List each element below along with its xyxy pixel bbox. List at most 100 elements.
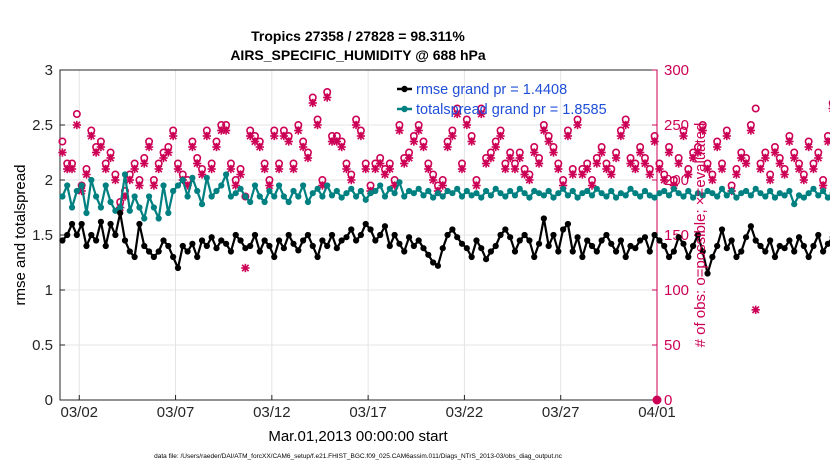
rmse-point [141,242,148,250]
possible-point [207,159,216,168]
possible-point [217,121,226,130]
possible-point [809,159,818,168]
totalspread-point [223,171,230,178]
totalspread-point [555,190,562,197]
rmse-point [656,237,663,244]
totalspread-point [742,187,750,195]
totalspread-point [290,187,297,195]
totalspread-point [449,190,456,197]
possible-point [198,165,207,174]
rmse-point [64,231,71,239]
totalspread-point [521,190,528,197]
possible-point [279,126,288,135]
rmse-point [742,234,750,241]
rmse-point [165,242,172,250]
totalspread-point [791,201,798,208]
totalspread-point [174,182,182,189]
rmse-point [131,253,138,261]
totalspread-point [593,185,600,192]
totalspread-point [646,192,653,199]
series-evaluated-obs [58,93,830,314]
y-left-tick-label: 1 [45,282,53,299]
possible-point [626,154,635,163]
rmse-point [752,237,759,244]
rmse-point [396,240,403,247]
rmse-point [815,231,822,239]
rmse-point [555,248,562,255]
possible-point [775,154,784,163]
rmse-point [646,248,653,255]
rmse-point [531,253,538,261]
chart-title: Tropics 27358 / 27828 = 98.311% [251,28,465,44]
rmse-point [242,245,249,252]
totalspread-point [526,194,533,201]
possible-point [477,104,486,113]
possible-point [140,154,149,163]
rmse-point [632,245,639,252]
rmse-point [333,245,340,252]
totalspread-point [492,185,499,192]
rmse-point [324,242,331,250]
possible-point [356,126,365,135]
totalspread-point [141,215,148,222]
possible-point [255,137,264,146]
possible-point [742,154,751,163]
legend-rmse-marker [401,85,408,93]
rmse-point [174,264,182,272]
rmse-point [651,231,658,239]
possible-point [395,121,404,130]
totalspread-point [612,194,620,201]
totalspread-point [150,204,157,211]
rmse-point [704,270,711,277]
rmse-point [463,245,470,252]
totalspread-point [102,182,109,189]
totalspread-point [333,187,340,195]
possible-point [260,159,269,168]
possible-point [347,170,356,179]
possible-point [491,137,500,146]
possible-point [496,126,505,135]
possible-point [405,148,414,157]
possible-point [72,110,81,119]
rmse-point [150,253,157,261]
totalspread-point [155,215,162,222]
totalspread-point [68,204,76,211]
totalspread-point [73,187,80,195]
possible-point [380,165,389,174]
totalspread-point [256,193,263,200]
possible-point [486,148,495,157]
possible-point [785,132,794,141]
possible-point [135,176,144,185]
rmse-point [540,215,547,222]
totalspread-point [121,171,129,178]
rmse-point [271,253,278,261]
rmse-point [718,226,726,233]
totalspread-point [304,198,312,206]
possible-point [352,115,361,124]
rmse-point [145,248,153,255]
series-totalspread [59,171,830,222]
totalspread-point [314,185,321,192]
totalspread-point [762,193,769,200]
x-tick-label: 03/27 [542,404,580,421]
y-left-tick-label: 2 [45,172,53,189]
totalspread-point [454,185,461,192]
possible-point [520,165,529,174]
possible-point [332,132,341,141]
totalspread-point [805,190,812,197]
rmse-point [694,231,702,239]
x-tick-label: 03/02 [60,404,98,421]
possible-point [583,159,592,168]
totalspread-point [198,201,206,208]
possible-point [814,148,823,157]
possible-point [400,154,409,163]
totalspread-point [136,204,143,211]
possible-point [226,159,235,168]
totalspread-point [372,187,379,195]
rmse-point [160,237,167,244]
possible-point [515,148,524,157]
totalspread-point [767,187,774,195]
possible-point [231,176,240,185]
totalspread-point [723,192,730,199]
rmse-point [569,248,576,255]
